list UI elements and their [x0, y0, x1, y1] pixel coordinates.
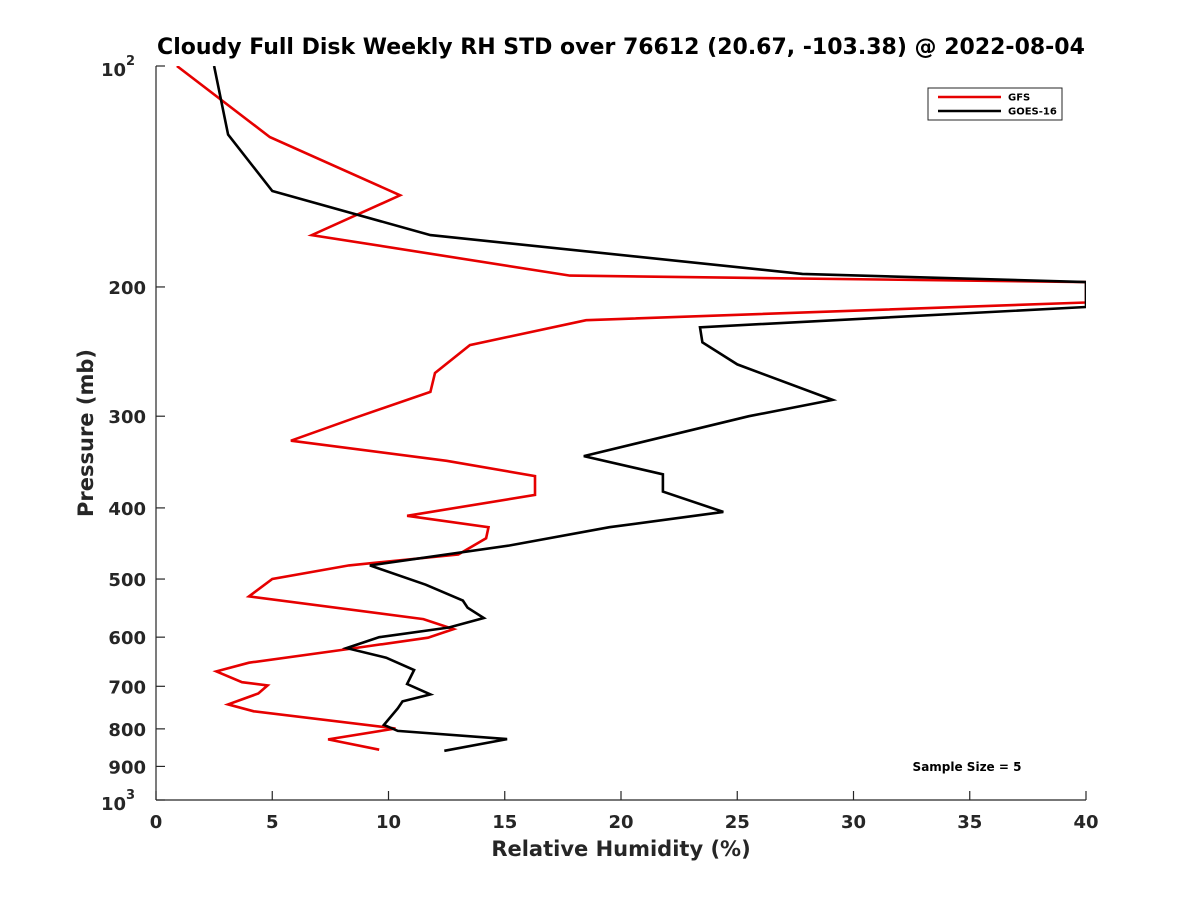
y-tick-label: 900 [108, 757, 146, 778]
x-tick-label: 10 [376, 812, 401, 833]
legend-box [927, 87, 1063, 121]
legend-label-gfs: GFS [1008, 93, 1030, 104]
y-tick-label: 400 [108, 499, 146, 520]
y-tick-label-exponent: 3 [126, 788, 135, 803]
series-layer [176, 66, 1086, 753]
x-tick-label: 15 [492, 812, 517, 833]
y-tick-label: 300 [108, 407, 146, 428]
legend-label-goes-16: GOES-16 [1008, 107, 1057, 118]
y-tick-label-base: 10 [101, 60, 126, 81]
x-tick-label: 5 [266, 812, 279, 833]
x-tick-label: 30 [841, 812, 866, 833]
y-tick-label: 700 [108, 677, 146, 698]
y-axis-label: Pressure (mb) [74, 349, 98, 517]
y-tick-label-base: 10 [101, 794, 126, 815]
series-line-gfs [176, 66, 1086, 751]
series-line-goes-16 [212, 66, 1086, 753]
x-tick-label: 35 [957, 812, 982, 833]
y-tick-label: 200 [108, 278, 146, 299]
x-tick-label: 40 [1073, 812, 1098, 833]
y-tick-label-exponent: 2 [126, 54, 135, 69]
chart-title: Cloudy Full Disk Weekly RH STD over 7661… [157, 35, 1085, 60]
legend: GFS GOES-16 [927, 87, 1063, 121]
x-tick-label: 25 [725, 812, 750, 833]
x-tick-label: 20 [608, 812, 633, 833]
y-tick-label: 500 [108, 570, 146, 591]
y-tick-label: 800 [108, 720, 146, 741]
x-tick-label: 0 [150, 812, 163, 833]
x-axis-label: Relative Humidity (%) [491, 837, 750, 861]
sample-size-annotation: Sample Size = 5 [913, 760, 1022, 774]
y-tick-label: 600 [108, 628, 146, 649]
